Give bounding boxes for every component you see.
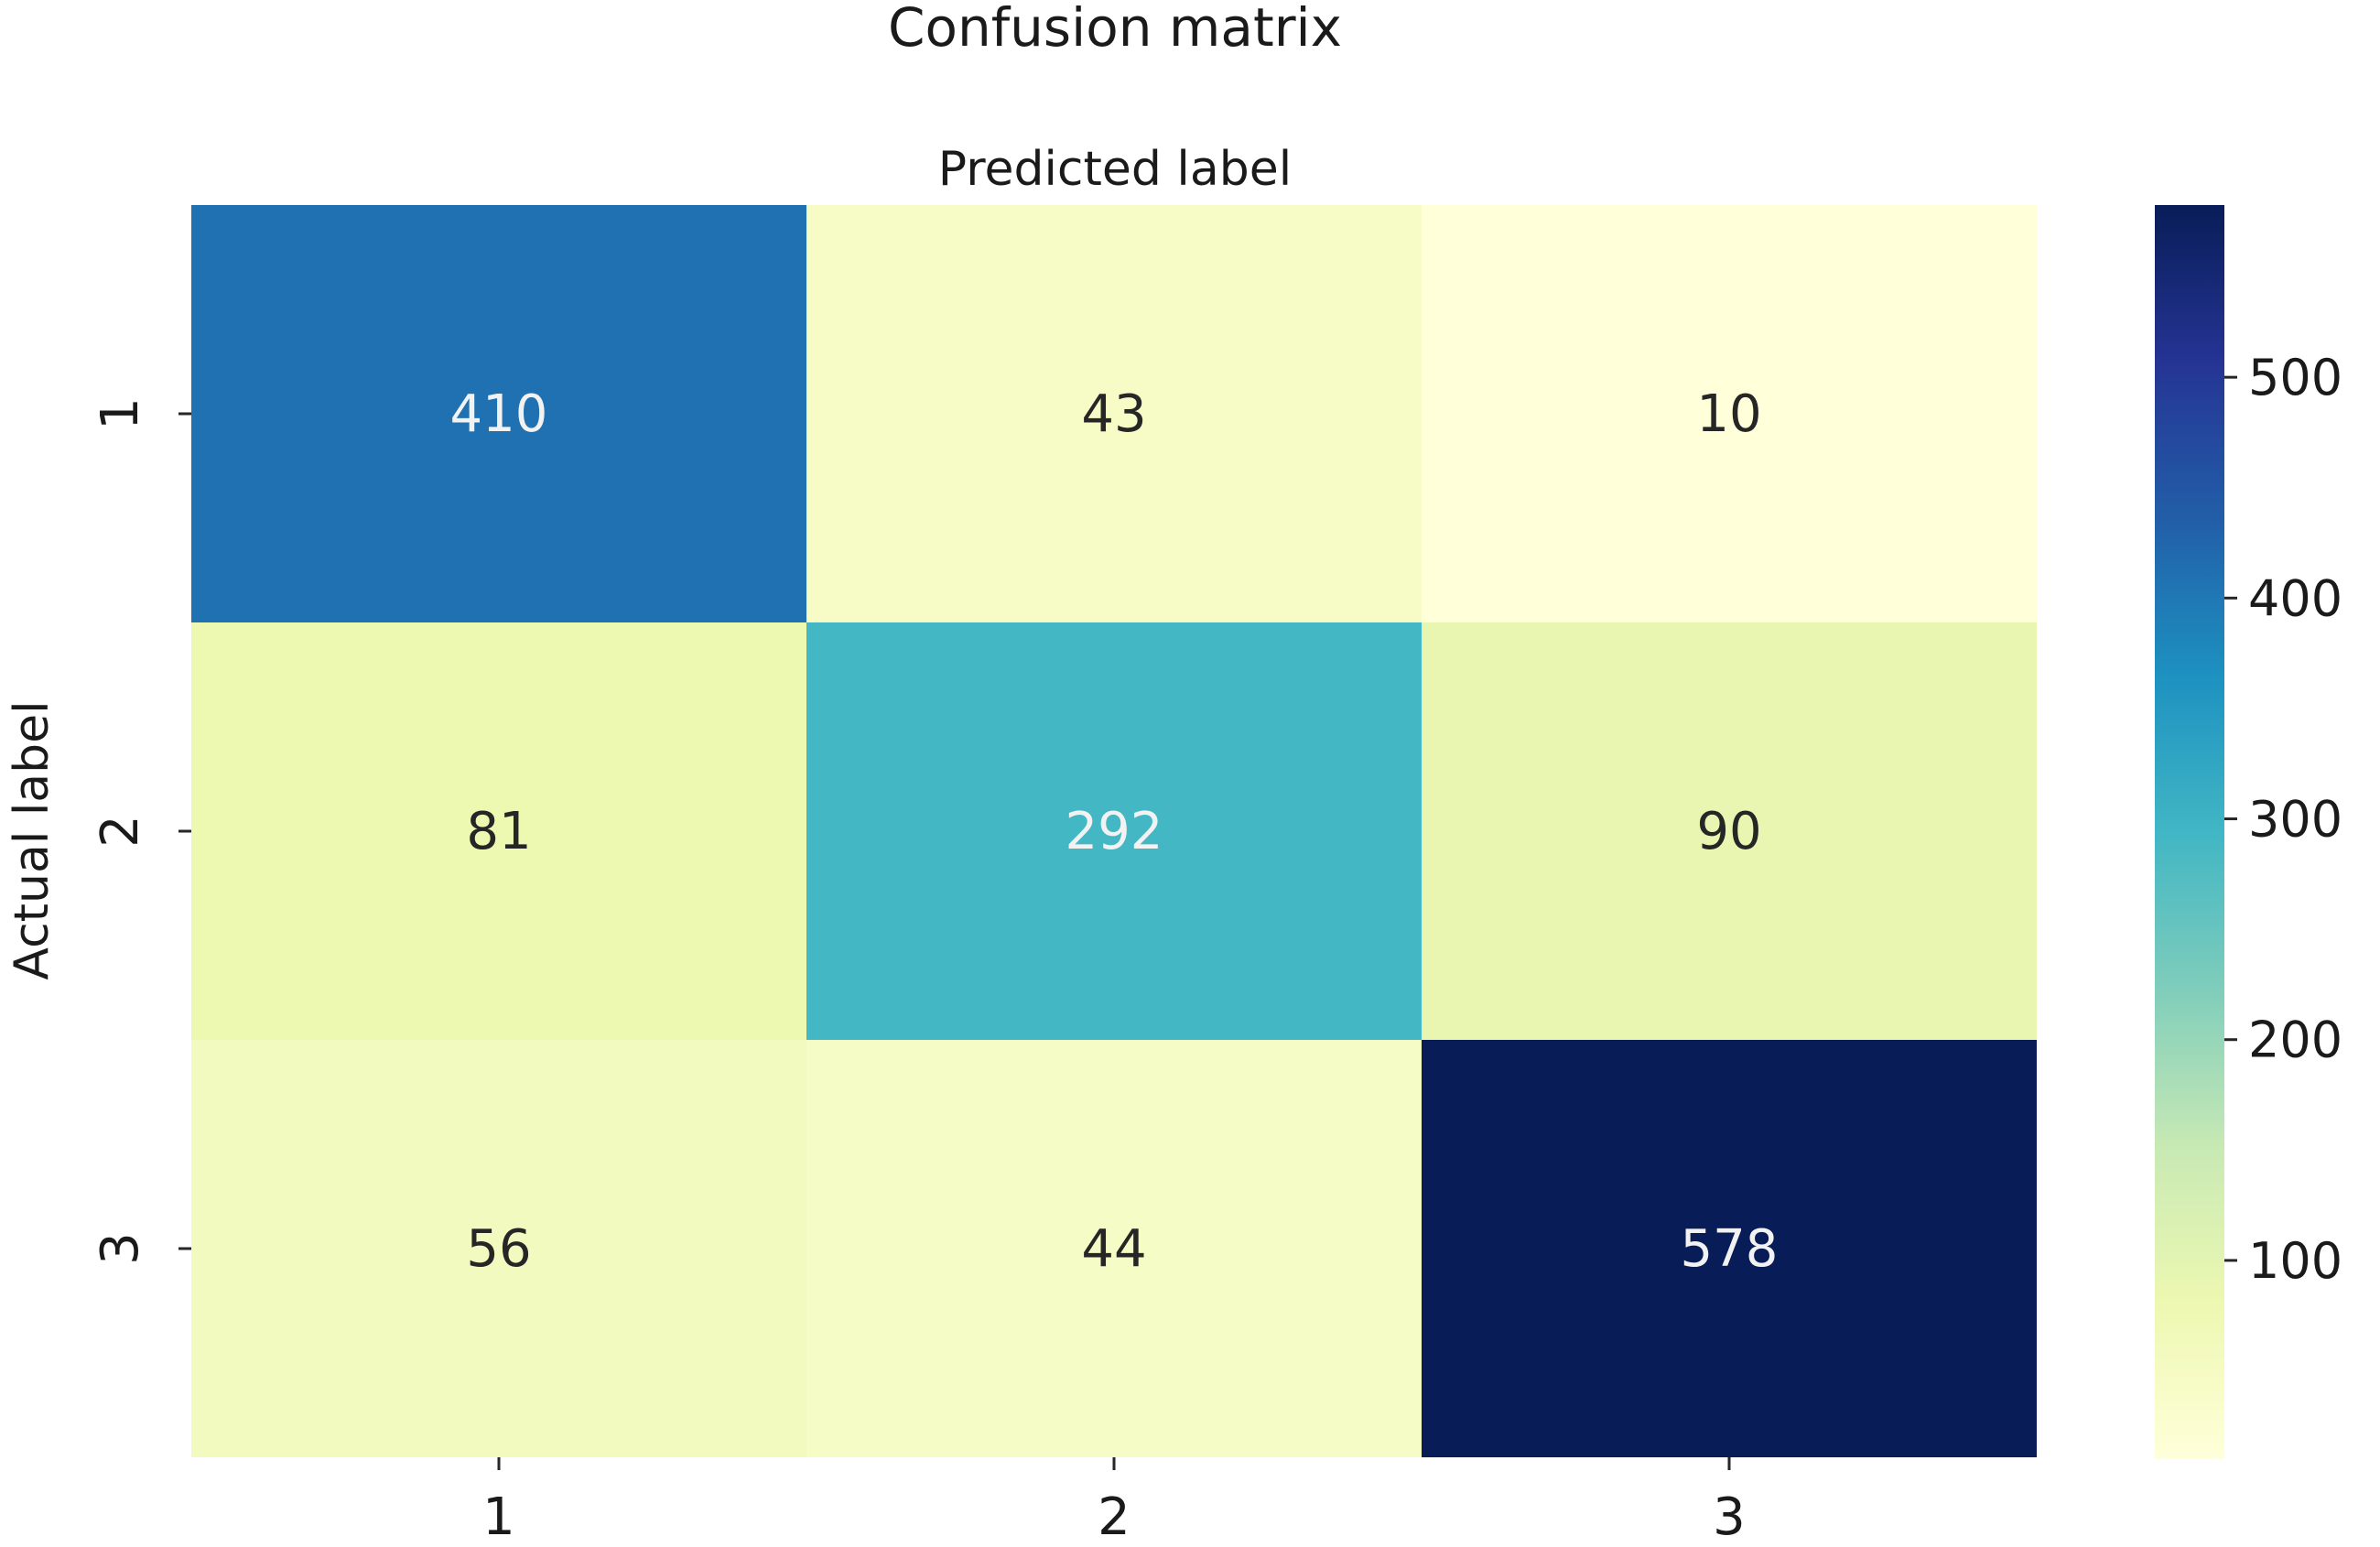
cell-value-label: 410 <box>450 384 548 444</box>
heatmap-cell <box>191 1040 806 1457</box>
cell-value-label: 292 <box>1066 802 1163 861</box>
heatmap-cells: 410 43 10 81 292 90 56 44 578 <box>191 205 2037 1457</box>
x-axis-ticks: 1 2 3 <box>482 1457 1746 1547</box>
y-tick-label: 1 <box>91 397 150 430</box>
cell-value-label: 81 <box>466 802 531 861</box>
cell-value-label: 43 <box>1081 384 1146 444</box>
colorbar-tick-label: 100 <box>2248 1232 2342 1290</box>
x-tick-label: 2 <box>1098 1488 1130 1543</box>
x-tick-label: 1 <box>482 1488 515 1543</box>
heatmap-cell <box>806 1040 1422 1457</box>
colorbar <box>2155 205 2224 1459</box>
cell-value-label: 10 <box>1696 384 1761 444</box>
x-tick-label: 3 <box>1713 1488 1746 1543</box>
colorbar-tick-label: 300 <box>2248 791 2342 849</box>
heatmap-cell <box>1422 205 2037 622</box>
heatmap-cell <box>191 205 806 622</box>
heatmap-cell <box>806 622 1422 1040</box>
chart-title: Confusion matrix <box>888 0 1342 59</box>
colorbar-ticks: 100 200 300 400 500 <box>2224 349 2342 1290</box>
cell-value-label: 578 <box>1681 1219 1779 1279</box>
heatmap-cell <box>1422 622 2037 1040</box>
colorbar-tick-label: 400 <box>2248 569 2342 627</box>
cell-value-label: 44 <box>1081 1219 1146 1279</box>
colorbar-tick-label: 200 <box>2248 1012 2342 1069</box>
y-tick-label: 2 <box>91 815 150 848</box>
x-axis-label: Predicted label <box>938 142 1292 197</box>
cell-value-label: 56 <box>466 1219 531 1279</box>
y-axis-label: Actual label <box>5 700 60 979</box>
heatmap-cell <box>191 622 806 1040</box>
cell-value-label: 90 <box>1696 802 1761 861</box>
y-tick-label: 3 <box>91 1232 150 1265</box>
heatmap-cell <box>1422 1040 2037 1457</box>
y-axis-ticks: 1 2 3 <box>91 397 191 1265</box>
heatmap-cell <box>806 205 1422 622</box>
colorbar-tick-label: 500 <box>2248 349 2342 406</box>
